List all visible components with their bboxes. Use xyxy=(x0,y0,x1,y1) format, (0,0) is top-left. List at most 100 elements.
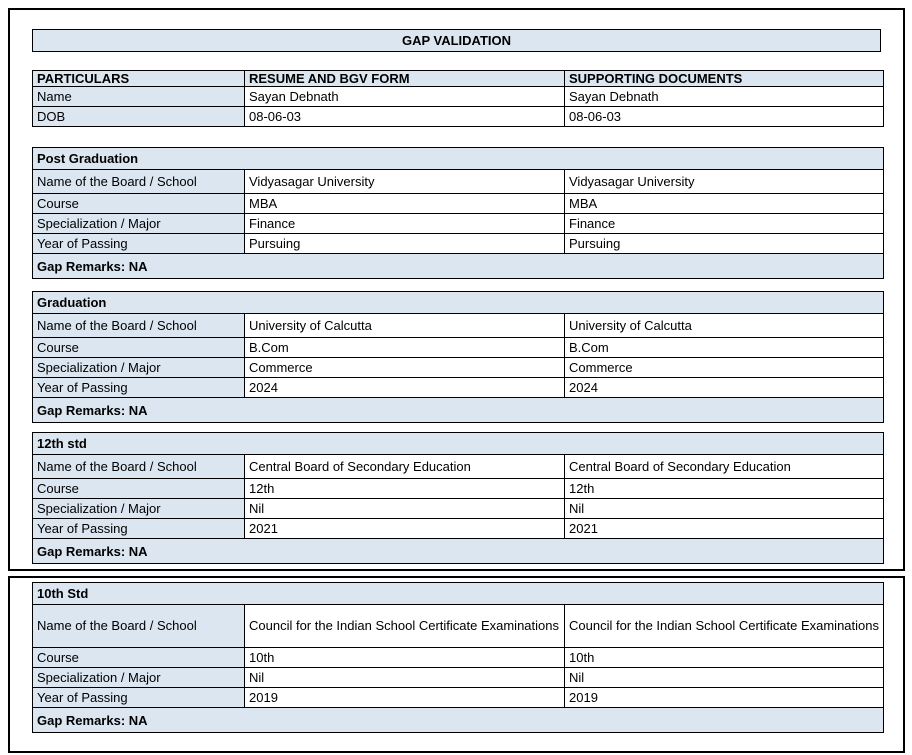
cell-value: Central Board of Secondary Education xyxy=(244,454,565,479)
table-row: Name of the Board / School Central Board… xyxy=(32,454,885,479)
row-label: Course xyxy=(32,193,245,214)
cell-value: Pursuing xyxy=(244,233,565,254)
table-row: Specialization / Major Finance Finance xyxy=(32,213,885,234)
cell-value: 2021 xyxy=(563,518,885,539)
section-table-12th-std: 12th std Name of the Board / School Cent… xyxy=(31,432,885,564)
page-title: GAP VALIDATION xyxy=(32,29,881,52)
cell-value: 10th xyxy=(563,647,885,668)
cell-value: University of Calcutta xyxy=(244,313,565,338)
row-label: Course xyxy=(32,647,245,668)
section-title: 10th Std xyxy=(31,582,885,605)
cell-value: B.Com xyxy=(563,337,885,358)
cell-value: Commerce xyxy=(563,357,885,378)
table-row: Year of Passing 2019 2019 xyxy=(32,687,885,708)
row-label: Course xyxy=(32,478,245,499)
gap-remarks: Gap Remarks: NA xyxy=(31,253,885,279)
cell-value: Sayan Debnath xyxy=(564,86,884,107)
gap-remarks: Gap Remarks: NA xyxy=(31,707,885,733)
section-table-graduation: Graduation Name of the Board / School Un… xyxy=(31,291,885,423)
cell-value: Council for the Indian School Certificat… xyxy=(563,604,885,648)
gap-remarks-row: Gap Remarks: NA xyxy=(31,397,885,423)
table-header-row: PARTICULARS RESUME AND BGV FORM SUPPORTI… xyxy=(32,70,884,87)
row-label: Name of the Board / School xyxy=(32,313,245,338)
section-table-post-graduation: Post Graduation Name of the Board / Scho… xyxy=(31,147,885,279)
row-label: Name of the Board / School xyxy=(32,604,245,648)
row-label: Year of Passing xyxy=(32,687,245,708)
column-header-supporting: SUPPORTING DOCUMENTS xyxy=(564,70,884,87)
cell-value: Finance xyxy=(244,213,565,234)
row-label: Specialization / Major xyxy=(32,213,245,234)
table-row: Specialization / Major Commerce Commerce xyxy=(32,357,885,378)
table-row: Course MBA MBA xyxy=(32,193,885,214)
cell-value: 08-06-03 xyxy=(564,106,884,127)
row-label: Name of the Board / School xyxy=(32,169,245,194)
row-label: Specialization / Major xyxy=(32,667,245,688)
row-label: Name of the Board / School xyxy=(32,454,245,479)
row-label: Specialization / Major xyxy=(32,357,245,378)
table-row: Specialization / Major Nil Nil xyxy=(32,667,885,688)
section-title: Post Graduation xyxy=(31,147,885,170)
cell-value: 2024 xyxy=(563,377,885,398)
cell-value: MBA xyxy=(244,193,565,214)
section-title: 12th std xyxy=(31,432,885,455)
table-row: Year of Passing Pursuing Pursuing xyxy=(32,233,885,254)
cell-value: Vidyasagar University xyxy=(244,169,565,194)
cell-value: University of Calcutta xyxy=(563,313,885,338)
gap-remarks-row: Gap Remarks: NA xyxy=(31,707,885,733)
section-header-row: 12th std xyxy=(31,432,885,455)
row-label: DOB xyxy=(32,106,245,127)
table-row: Name Sayan Debnath Sayan Debnath xyxy=(32,86,884,107)
row-label: Course xyxy=(32,337,245,358)
cell-value: 2019 xyxy=(563,687,885,708)
cell-value: Council for the Indian School Certificat… xyxy=(244,604,565,648)
table-row: Name of the Board / School Vidyasagar Un… xyxy=(32,169,885,194)
cell-value: Central Board of Secondary Education xyxy=(563,454,885,479)
cell-value: 08-06-03 xyxy=(244,106,565,127)
page-1: GAP VALIDATION PARTICULARS RESUME AND BG… xyxy=(8,8,905,571)
cell-value: Nil xyxy=(563,667,885,688)
table-row: Course 12th 12th xyxy=(32,478,885,499)
cell-value: Sayan Debnath xyxy=(244,86,565,107)
table-row: Course B.Com B.Com xyxy=(32,337,885,358)
cell-value: 12th xyxy=(563,478,885,499)
cell-value: Nil xyxy=(244,667,565,688)
gap-remarks-row: Gap Remarks: NA xyxy=(31,253,885,279)
row-label: Year of Passing xyxy=(32,233,245,254)
cell-value: 12th xyxy=(244,478,565,499)
section-title: Graduation xyxy=(31,291,885,314)
section-header-row: Post Graduation xyxy=(31,147,885,170)
table-row: Year of Passing 2021 2021 xyxy=(32,518,885,539)
row-label: Year of Passing xyxy=(32,377,245,398)
table-row: DOB 08-06-03 08-06-03 xyxy=(32,106,884,127)
cell-value: B.Com xyxy=(244,337,565,358)
cell-value: 2019 xyxy=(244,687,565,708)
page-2: 10th Std Name of the Board / School Coun… xyxy=(8,576,905,753)
cell-value: 2024 xyxy=(244,377,565,398)
row-label: Specialization / Major xyxy=(32,498,245,519)
cell-value: Nil xyxy=(563,498,885,519)
section-header-row: 10th Std xyxy=(31,582,885,605)
cell-value: Commerce xyxy=(244,357,565,378)
particulars-table: PARTICULARS RESUME AND BGV FORM SUPPORTI… xyxy=(32,70,884,127)
row-label: Year of Passing xyxy=(32,518,245,539)
table-row: Name of the Board / School University of… xyxy=(32,313,885,338)
gap-remarks: Gap Remarks: NA xyxy=(31,538,885,564)
row-label: Name xyxy=(32,86,245,107)
cell-value: MBA xyxy=(563,193,885,214)
column-header-resume: RESUME AND BGV FORM xyxy=(244,70,565,87)
section-table-10th-std: 10th Std Name of the Board / School Coun… xyxy=(31,582,885,733)
cell-value: Vidyasagar University xyxy=(563,169,885,194)
table-row: Specialization / Major Nil Nil xyxy=(32,498,885,519)
cell-value: Pursuing xyxy=(563,233,885,254)
cell-value: 2021 xyxy=(244,518,565,539)
section-header-row: Graduation xyxy=(31,291,885,314)
gap-remarks-row: Gap Remarks: NA xyxy=(31,538,885,564)
table-row: Name of the Board / School Council for t… xyxy=(32,604,885,648)
column-header-particulars: PARTICULARS xyxy=(32,70,245,87)
cell-value: 10th xyxy=(244,647,565,668)
cell-value: Nil xyxy=(244,498,565,519)
gap-remarks: Gap Remarks: NA xyxy=(31,397,885,423)
cell-value: Finance xyxy=(563,213,885,234)
table-row: Year of Passing 2024 2024 xyxy=(32,377,885,398)
table-row: Course 10th 10th xyxy=(32,647,885,668)
